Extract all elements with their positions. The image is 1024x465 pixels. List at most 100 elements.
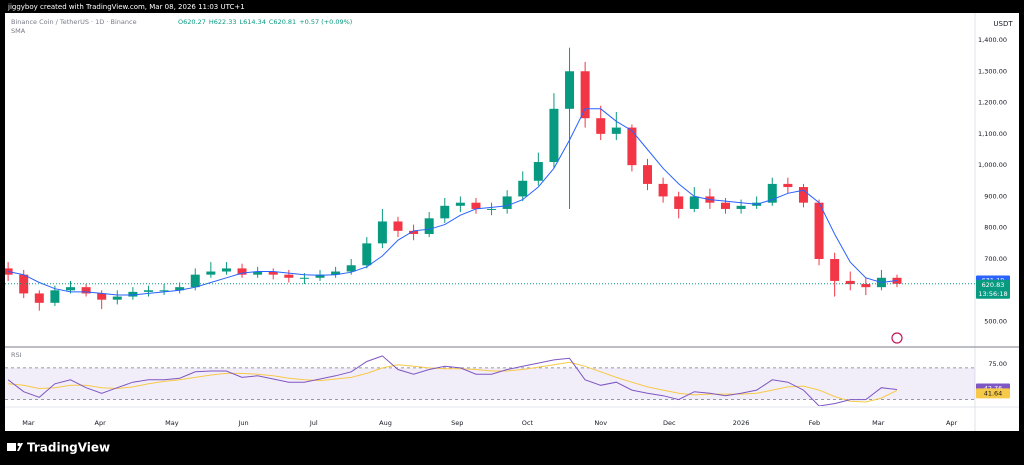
y-tick-label: 700.00	[984, 255, 1007, 263]
candle-body	[440, 205, 450, 219]
candle-body	[299, 277, 309, 279]
y-tick-label: 1,000.00	[978, 161, 1007, 169]
candle-body	[81, 287, 91, 294]
candle-body	[50, 290, 60, 303]
rsi-lines	[7, 355, 898, 406]
candle-body	[331, 271, 341, 275]
x-tick-label: Oct	[522, 419, 534, 427]
candle-body	[814, 202, 824, 260]
candle-body	[720, 202, 730, 209]
ohlc-value: O620.27	[178, 18, 206, 26]
candle-body	[565, 71, 575, 109]
candle-body	[643, 165, 653, 184]
candle-body	[580, 71, 590, 119]
rsi-tag-label: 41.64	[984, 389, 1003, 397]
candle-body	[159, 290, 169, 292]
candle-body	[377, 221, 387, 244]
candle-body	[97, 293, 107, 300]
candle-body	[221, 268, 231, 272]
author-line: jiggyboy created with TradingView.com, M…	[7, 3, 245, 11]
candle-body	[268, 271, 278, 275]
price-tag-label: 620.83	[982, 281, 1005, 289]
candle-body	[596, 118, 606, 134]
y-tick-label: 1,200.00	[978, 99, 1007, 107]
candle-body	[845, 280, 855, 285]
currency: USDT	[993, 20, 1013, 28]
candle-body	[487, 208, 497, 210]
y-tick-label: 1,100.00	[978, 130, 1007, 138]
x-tick-label: Apr	[946, 419, 958, 427]
rsi-band	[5, 367, 975, 400]
y-tick-label: 900.00	[984, 192, 1007, 200]
x-tick-label: Dec	[663, 419, 676, 427]
rsi-tag	[976, 388, 1010, 399]
candle-body	[128, 291, 138, 297]
candle-body	[34, 293, 44, 303]
x-tick-label: Feb	[809, 419, 821, 427]
candle-body	[502, 196, 512, 209]
candle-body	[143, 290, 153, 292]
candle-body	[830, 259, 840, 281]
brand: TradingView	[27, 441, 110, 455]
x-tick-label: Jul	[309, 419, 318, 427]
candle-body	[518, 180, 528, 197]
candle-body	[112, 296, 122, 300]
candle-body	[409, 230, 419, 234]
candle-body	[346, 265, 356, 272]
candle-body	[861, 284, 871, 288]
logo-dot	[17, 442, 21, 447]
indicator-sma: SMA	[11, 27, 26, 35]
candle-body	[175, 287, 185, 291]
candle-body	[658, 183, 668, 197]
candle-body	[455, 202, 465, 206]
candle-body	[237, 268, 247, 275]
x-tick-label: 2026	[733, 419, 750, 427]
candle-body	[393, 221, 403, 231]
x-tick-label: Nov	[594, 419, 607, 427]
x-tick-label: May	[165, 419, 179, 427]
chart-area	[5, 13, 1019, 431]
countdown-label: 13:56:18	[978, 290, 1007, 298]
candle-body	[783, 183, 793, 188]
event-icon[interactable]	[891, 332, 903, 344]
x-tick-label: Mar	[872, 419, 885, 427]
y-tick-label: 500.00	[984, 318, 1007, 326]
candle-body	[689, 196, 699, 209]
ohlc-value: +0.57 (+0.09%)	[299, 18, 352, 26]
candle-body	[611, 127, 621, 134]
indicator-rsi: RSI	[11, 351, 22, 359]
candle-body	[362, 243, 372, 266]
y-tick-label: 1,400.00	[978, 36, 1007, 44]
candle-body	[190, 274, 200, 288]
candle-body	[206, 271, 216, 275]
logo-slash	[17, 443, 23, 451]
logo-mark	[7, 443, 16, 451]
candle-body	[674, 196, 684, 209]
y-tick-label: 1,300.00	[978, 67, 1007, 75]
candle-body	[315, 274, 325, 278]
x-tick-label: Jun	[238, 419, 249, 427]
x-tick-label: Aug	[379, 419, 392, 427]
y-tick-label: 800.00	[984, 224, 1007, 232]
ohlc-value: L614.34	[240, 18, 266, 26]
symbol-title: Binance Coin / TetherUS · 1D · Binance	[11, 18, 137, 26]
candle-body	[253, 271, 263, 275]
candle-body	[798, 187, 808, 203]
logo: TradingView	[7, 441, 110, 455]
rsi-line	[7, 355, 898, 406]
price-tag	[976, 279, 1010, 299]
candle-body	[65, 287, 75, 291]
ohlc-value: H622.33	[209, 18, 237, 26]
candle-body	[533, 162, 543, 181]
x-tick-label: Apr	[95, 419, 107, 427]
x-tick-label: Sep	[451, 419, 463, 427]
x-tick-label: Mar	[22, 419, 35, 427]
candle-body	[549, 108, 559, 163]
rsi-ma-line	[8, 361, 898, 403]
candle-body	[284, 274, 294, 278]
candle-body	[627, 127, 637, 166]
candle-body	[767, 183, 777, 203]
y-tick-label: 75.00	[988, 360, 1007, 368]
